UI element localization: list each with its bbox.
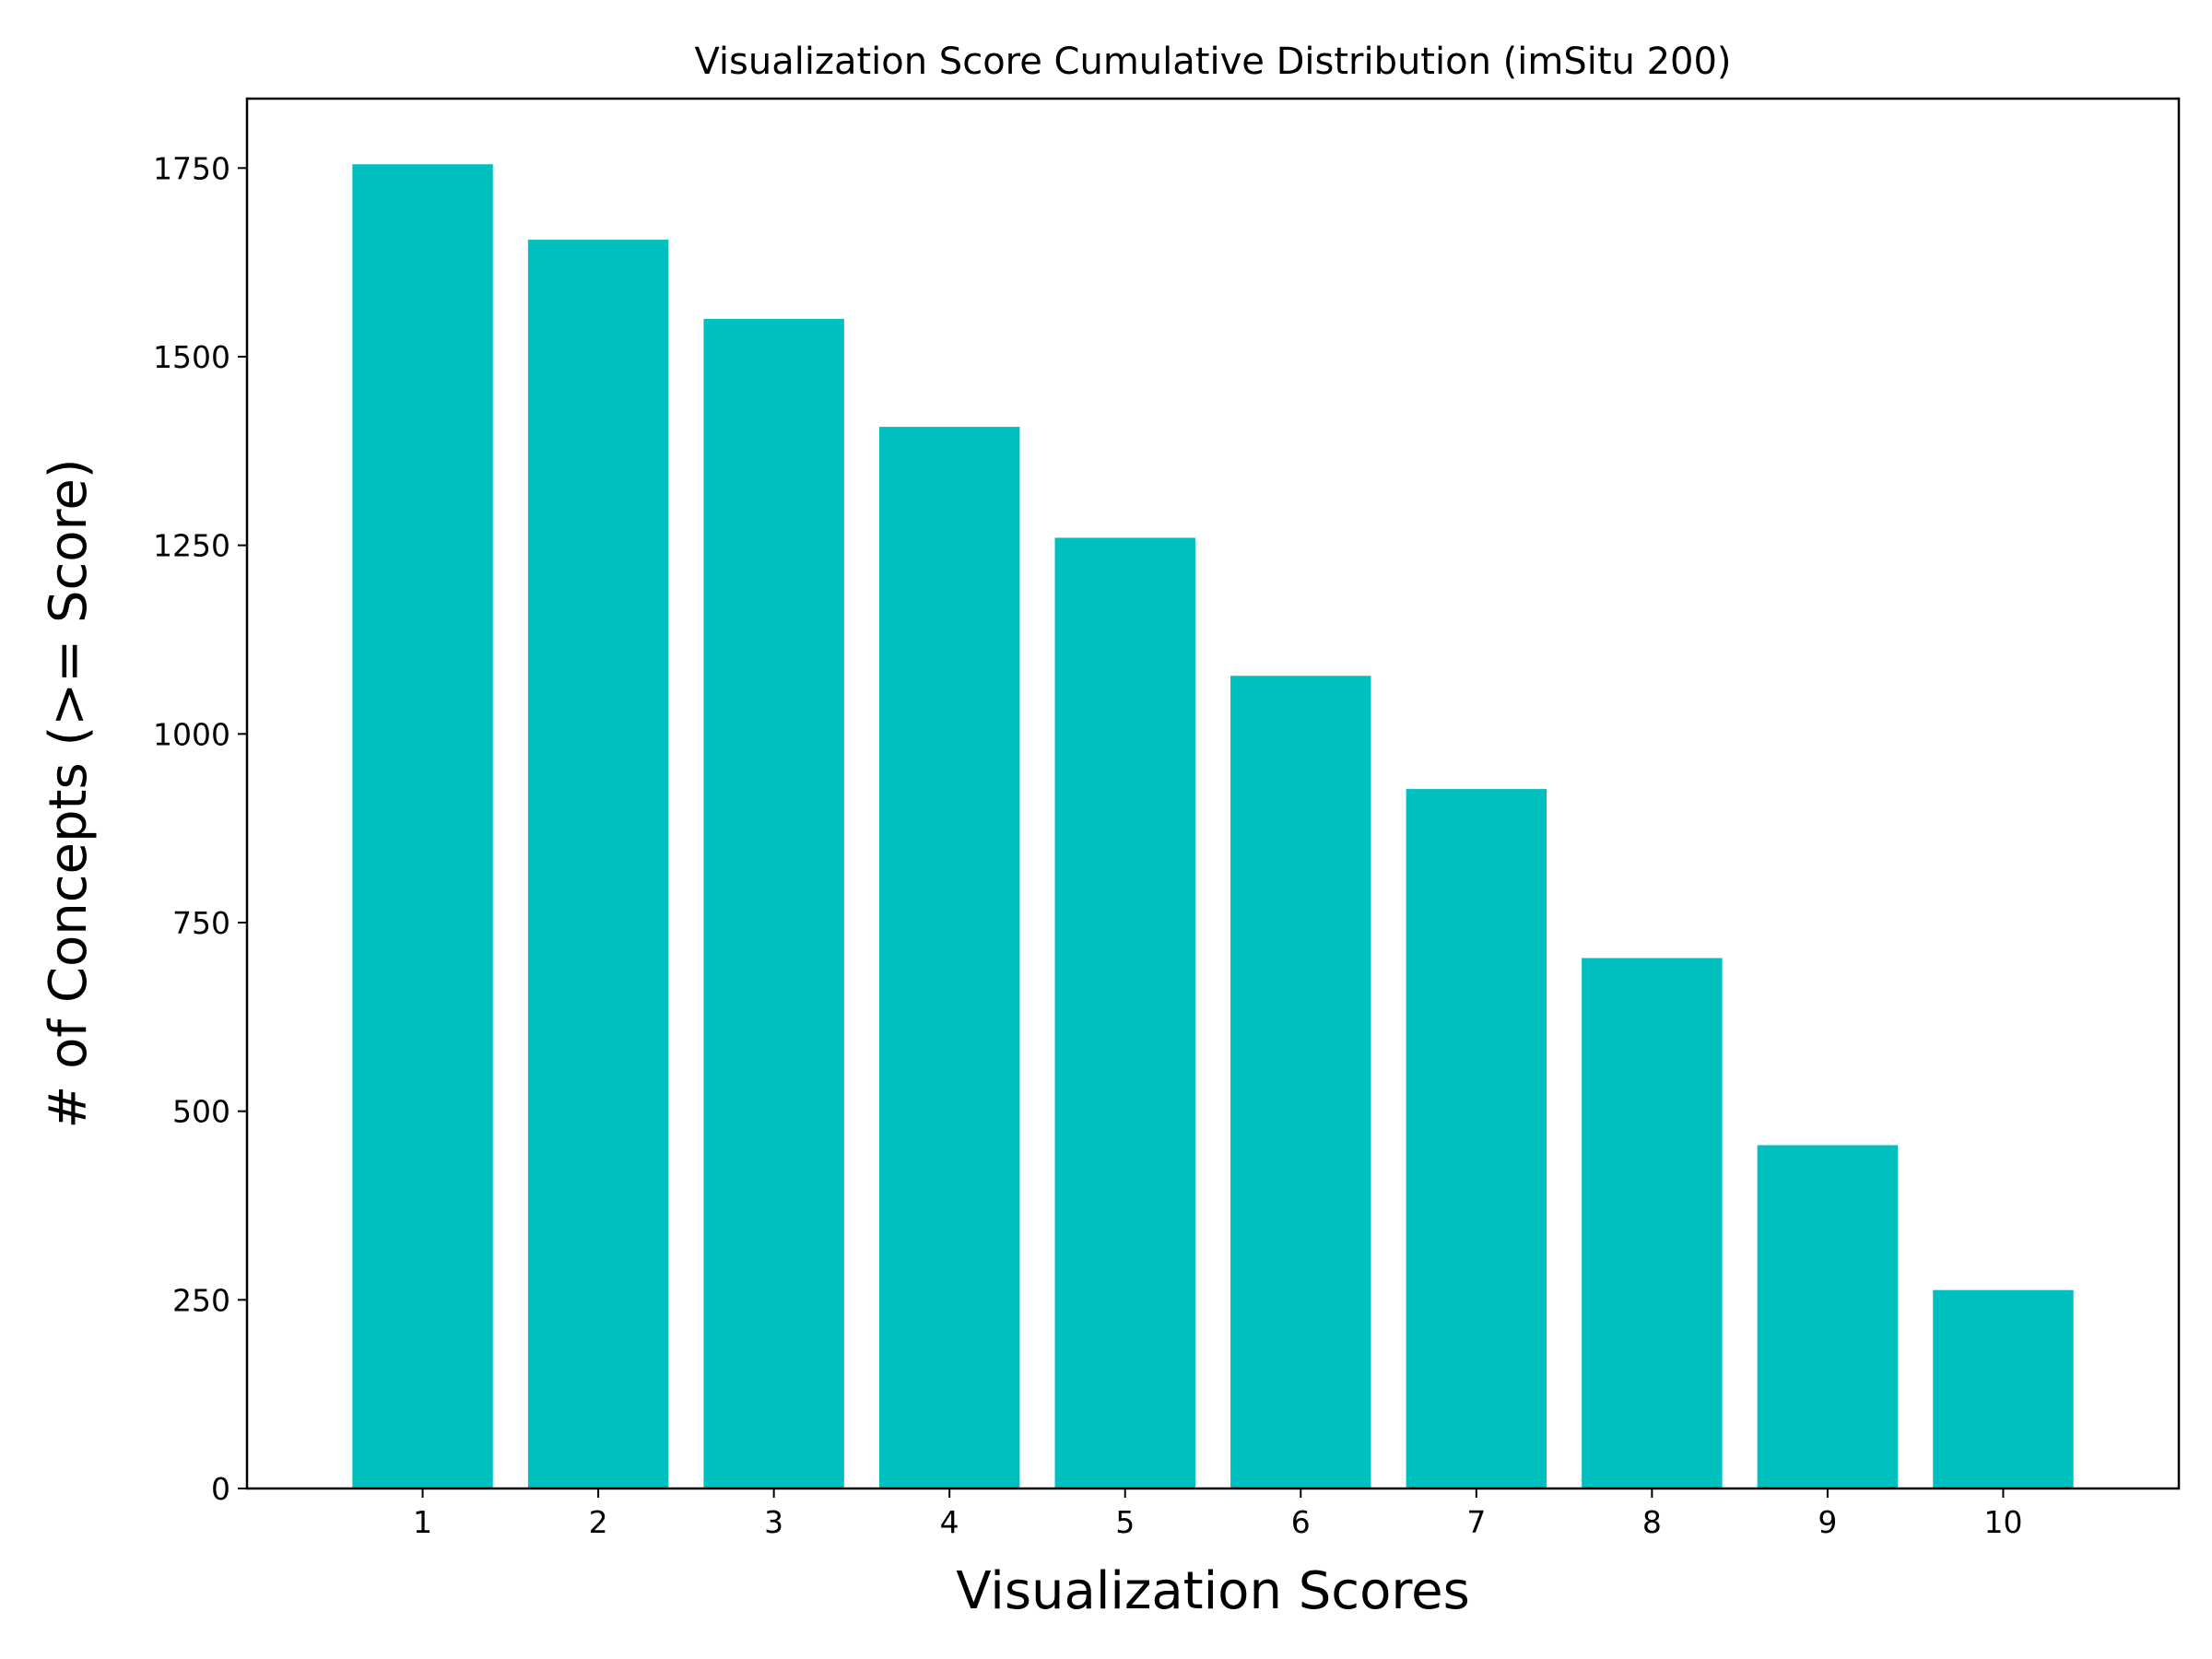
y-tick-label: 1000 (153, 716, 230, 752)
y-tick-label: 1500 (153, 339, 230, 375)
x-tick-label: 4 (940, 1504, 959, 1540)
bar-10 (1933, 1289, 2074, 1488)
bar-3 (703, 319, 844, 1488)
bar-4 (878, 427, 1020, 1488)
y-axis-label: # of Concepts (>= Score) (39, 458, 99, 1128)
y-tick-label: 1750 (153, 150, 230, 186)
chart-title: Visualization Score Cumulative Distribut… (694, 41, 1731, 83)
x-tick-label: 10 (1983, 1504, 2022, 1540)
bar-2 (527, 240, 669, 1489)
x-axis-ticks: 1 2 3 4 5 6 7 8 9 10 (413, 1488, 2022, 1540)
x-tick-label: 1 (413, 1504, 432, 1540)
y-axis-ticks: 0 250 500 750 1000 1250 1500 1750 (153, 150, 247, 1507)
bar-6 (1230, 676, 1371, 1488)
plot-frame (245, 97, 2181, 1490)
bars-group (352, 164, 2074, 1489)
bar-8 (1582, 958, 1723, 1488)
x-tick-label: 6 (1291, 1504, 1311, 1540)
x-tick-label: 5 (1115, 1504, 1135, 1540)
x-tick-label: 2 (589, 1504, 608, 1540)
x-tick-label: 3 (764, 1504, 783, 1540)
bar-9 (1757, 1145, 1899, 1488)
bar-7 (1406, 789, 1547, 1488)
bar-1 (352, 164, 493, 1489)
x-tick-label: 8 (1642, 1504, 1662, 1540)
x-tick-label: 9 (1818, 1504, 1837, 1540)
x-tick-label: 7 (1466, 1504, 1486, 1540)
y-tick-label: 500 (172, 1094, 230, 1130)
bar-5 (1054, 537, 1195, 1488)
y-tick-label: 750 (172, 905, 230, 941)
y-tick-label: 250 (172, 1282, 230, 1318)
y-tick-label: 0 (211, 1471, 230, 1507)
y-tick-label: 1250 (153, 528, 230, 564)
x-axis-label: Visualization Scores (956, 1561, 1470, 1621)
